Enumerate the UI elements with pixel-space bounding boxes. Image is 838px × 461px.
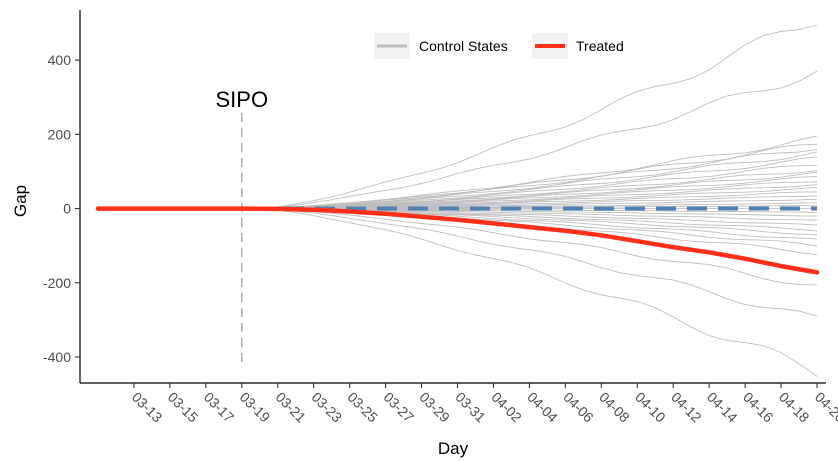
x-axis-title: Day bbox=[438, 439, 469, 458]
control-state-line bbox=[98, 208, 818, 377]
x-tick-label: 04-18 bbox=[776, 389, 813, 426]
legend: Control States Treated bbox=[374, 33, 624, 59]
y-tick-label: -400 bbox=[43, 349, 71, 365]
x-tick-label: 03-17 bbox=[201, 389, 238, 426]
control-states-lines bbox=[98, 24, 818, 377]
x-tick-label: 03-21 bbox=[273, 389, 310, 426]
y-tick-label: 400 bbox=[48, 52, 72, 68]
x-tick-label: 04-16 bbox=[740, 389, 777, 426]
control-state-line bbox=[98, 151, 818, 210]
sipo-annotation: SIPO bbox=[215, 87, 268, 112]
x-tick-label: 03-15 bbox=[165, 389, 202, 426]
legend-label-treated: Treated bbox=[576, 38, 624, 54]
x-tick-label: 03-27 bbox=[380, 389, 417, 426]
x-tick-label: 04-06 bbox=[560, 389, 597, 426]
x-tick-label: 04-12 bbox=[668, 389, 705, 426]
x-tick-label: 04-08 bbox=[596, 389, 633, 426]
x-tick-label: 03-25 bbox=[345, 389, 382, 426]
legend-label-control: Control States bbox=[419, 38, 508, 54]
y-axis-title: Gap bbox=[11, 185, 30, 217]
y-tick-label: -200 bbox=[43, 275, 71, 291]
y-tick-label: 200 bbox=[48, 126, 72, 142]
x-tick-label: 03-31 bbox=[452, 389, 489, 426]
x-tick-label: 03-23 bbox=[309, 389, 346, 426]
x-tick-label: 03-29 bbox=[416, 389, 453, 426]
x-tick-label: 04-20 bbox=[812, 389, 838, 426]
x-tick-label: 03-19 bbox=[237, 389, 274, 426]
x-tick-label: 04-02 bbox=[488, 389, 525, 426]
y-axis-ticks: -400 -200 0 200 400 bbox=[43, 52, 80, 365]
x-tick-label: 03-13 bbox=[129, 389, 166, 426]
y-tick-label: 0 bbox=[63, 201, 71, 217]
x-tick-label: 04-04 bbox=[524, 389, 561, 426]
x-tick-label: 04-14 bbox=[704, 389, 741, 426]
x-axis-ticks: 03-13 03-15 03-17 03-19 03-21 03-23 03-25 03-27… bbox=[129, 383, 838, 426]
treated-series-line bbox=[95, 206, 820, 275]
x-tick-label: 04-10 bbox=[632, 389, 669, 426]
